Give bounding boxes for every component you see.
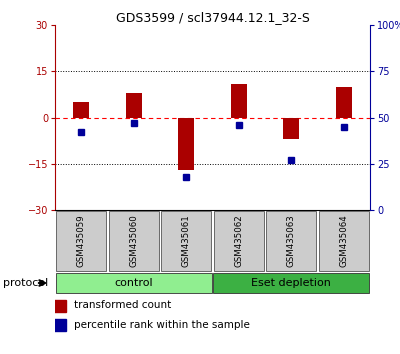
Text: Eset depletion: Eset depletion xyxy=(251,278,331,288)
Text: GSM435059: GSM435059 xyxy=(77,215,86,267)
Text: GSM435060: GSM435060 xyxy=(129,215,138,267)
Text: transformed count: transformed count xyxy=(74,301,171,310)
Bar xyxy=(56,273,212,293)
Bar xyxy=(231,84,247,118)
Text: protocol: protocol xyxy=(3,278,48,288)
Bar xyxy=(318,211,369,271)
Text: GSM435061: GSM435061 xyxy=(182,215,191,267)
Bar xyxy=(283,118,299,139)
Text: control: control xyxy=(114,278,153,288)
Bar xyxy=(126,93,142,118)
Title: GDS3599 / scl37944.12.1_32-S: GDS3599 / scl37944.12.1_32-S xyxy=(116,11,310,24)
Bar xyxy=(56,211,106,271)
Bar xyxy=(178,118,194,170)
Bar xyxy=(266,211,316,271)
Bar xyxy=(336,87,352,118)
Text: GSM435063: GSM435063 xyxy=(287,215,296,267)
Bar xyxy=(73,102,89,118)
Text: GSM435064: GSM435064 xyxy=(339,215,348,267)
Bar xyxy=(214,211,264,271)
Bar xyxy=(108,211,159,271)
Text: percentile rank within the sample: percentile rank within the sample xyxy=(74,320,250,330)
Bar xyxy=(213,273,370,293)
Text: GSM435062: GSM435062 xyxy=(234,215,243,267)
Bar xyxy=(161,211,212,271)
